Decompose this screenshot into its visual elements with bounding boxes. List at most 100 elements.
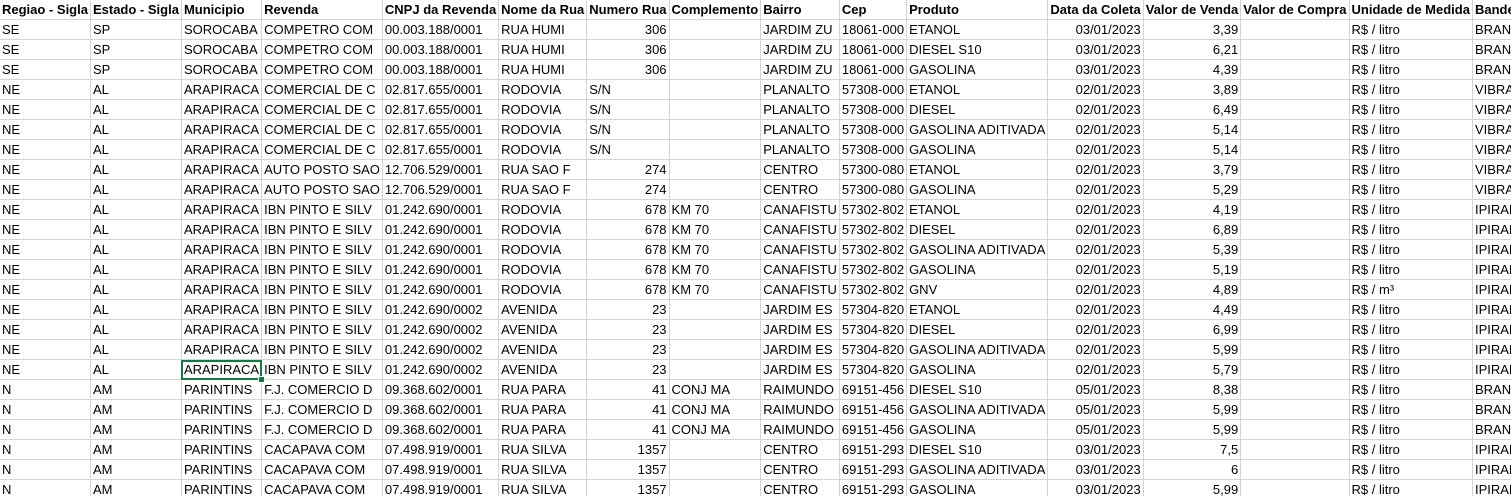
cell-bandeira[interactable]: VIBRA ENERGIA (1472, 99, 1511, 120)
cell-numero[interactable]: 1357 (586, 439, 670, 460)
cell-cep[interactable]: 57300-080 (839, 179, 908, 200)
cell-venda[interactable]: 5,29 (1143, 179, 1242, 200)
cell-revenda[interactable]: CACAPAVA COM (261, 459, 383, 480)
cell-venda[interactable]: 8,38 (1143, 379, 1242, 400)
cell-regiao[interactable]: N (0, 399, 91, 420)
cell-bairro[interactable]: JARDIM ES (760, 299, 840, 320)
cell-complemento[interactable] (669, 99, 762, 120)
cell-cep[interactable]: 57302-802 (839, 239, 908, 260)
cell-numero[interactable]: 41 (586, 419, 670, 440)
cell-municipio[interactable]: ARAPIRACA (181, 339, 263, 360)
cell-bairro[interactable]: RAIMUNDO (760, 379, 840, 400)
cell-venda[interactable]: 4,39 (1143, 59, 1242, 80)
cell-produto[interactable]: ETANOL (906, 79, 1049, 100)
cell-nome_rua[interactable]: RODOVIA (498, 259, 588, 280)
cell-regiao[interactable]: NE (0, 159, 91, 180)
cell-revenda[interactable]: IBN PINTO E SILV (261, 219, 383, 240)
cell-produto[interactable]: DIESEL (906, 219, 1049, 240)
cell-bairro[interactable]: JARDIM ZU (760, 39, 840, 60)
cell-bairro[interactable]: CANAFISTU (760, 259, 840, 280)
cell-complemento[interactable]: KM 70 (669, 259, 762, 280)
cell-nome_rua[interactable]: RUA SAO F (498, 179, 588, 200)
cell-estado[interactable]: AL (90, 359, 182, 380)
cell-estado[interactable]: AM (90, 479, 182, 496)
cell-cep[interactable]: 57304-820 (839, 359, 908, 380)
cell-cep[interactable]: 57302-802 (839, 219, 908, 240)
cell-produto[interactable]: DIESEL S10 (906, 39, 1049, 60)
cell-nome_rua[interactable]: RODOVIA (498, 279, 588, 300)
cell-municipio[interactable]: ARAPIRACA (181, 79, 263, 100)
cell-complemento[interactable] (669, 319, 762, 340)
cell-estado[interactable]: AL (90, 219, 182, 240)
cell-bandeira[interactable]: BRANCA (1472, 39, 1511, 60)
cell-municipio[interactable]: PARINTINS (181, 459, 263, 480)
cell-numero[interactable]: 274 (586, 179, 670, 200)
cell-regiao[interactable]: SE (0, 39, 91, 60)
cell-regiao[interactable]: SE (0, 19, 91, 40)
cell-revenda[interactable]: AUTO POSTO SAO (261, 179, 383, 200)
cell-municipio[interactable]: ARAPIRACA (181, 259, 263, 280)
cell-municipio[interactable]: ARAPIRACA (181, 119, 263, 140)
cell-estado[interactable]: AL (90, 339, 182, 360)
cell-venda[interactable]: 7,5 (1143, 439, 1242, 460)
cell-cep[interactable]: 18061-000 (839, 19, 908, 40)
cell-bandeira[interactable]: BRANCA (1472, 419, 1511, 440)
cell-municipio[interactable]: ARAPIRACA (181, 219, 263, 240)
cell-produto[interactable]: ETANOL (906, 159, 1049, 180)
cell-revenda[interactable]: CACAPAVA COM (261, 439, 383, 460)
cell-produto[interactable]: DIESEL S10 (906, 379, 1049, 400)
cell-compra[interactable] (1240, 399, 1350, 420)
cell-data[interactable]: 02/01/2023 (1047, 279, 1144, 300)
cell-bandeira[interactable]: VIBRA ENERGIA (1472, 139, 1511, 160)
cell-estado[interactable]: AM (90, 459, 182, 480)
cell-unidade[interactable]: R$ / litro (1349, 239, 1473, 260)
cell-cep[interactable]: 69151-293 (839, 439, 908, 460)
cell-data[interactable]: 02/01/2023 (1047, 299, 1144, 320)
cell-revenda[interactable]: IBN PINTO E SILV (261, 319, 383, 340)
cell-numero[interactable]: 678 (586, 219, 670, 240)
cell-complemento[interactable] (669, 39, 762, 60)
cell-numero[interactable]: 306 (586, 19, 670, 40)
cell-regiao[interactable]: SE (0, 59, 91, 80)
cell-bandeira[interactable]: IPIRANGA (1472, 199, 1511, 220)
cell-numero[interactable]: 678 (586, 279, 670, 300)
cell-regiao[interactable]: NE (0, 139, 91, 160)
cell-estado[interactable]: AL (90, 199, 182, 220)
cell-venda[interactable]: 5,14 (1143, 119, 1242, 140)
cell-unidade[interactable]: R$ / litro (1349, 259, 1473, 280)
cell-compra[interactable] (1240, 339, 1350, 360)
cell-produto[interactable]: ETANOL (906, 19, 1049, 40)
cell-cnpj[interactable]: 02.817.655/0001 (382, 79, 500, 100)
cell-cnpj[interactable]: 01.242.690/0001 (382, 199, 500, 220)
cell-regiao[interactable]: NE (0, 359, 91, 380)
column-header-bairro[interactable]: Bairro (760, 0, 840, 20)
cell-nome_rua[interactable]: RUA SAO F (498, 159, 588, 180)
cell-municipio[interactable]: SOROCABA (181, 59, 263, 80)
cell-bairro[interactable]: CENTRO (760, 459, 840, 480)
cell-complemento[interactable]: KM 70 (669, 199, 762, 220)
cell-municipio[interactable]: PARINTINS (181, 419, 263, 440)
cell-compra[interactable] (1240, 459, 1350, 480)
cell-unidade[interactable]: R$ / m³ (1349, 279, 1473, 300)
cell-estado[interactable]: AL (90, 159, 182, 180)
column-header-revenda[interactable]: Revenda (261, 0, 383, 20)
cell-estado[interactable]: AL (90, 279, 182, 300)
cell-nome_rua[interactable]: AVENIDA (498, 359, 588, 380)
cell-estado[interactable]: AM (90, 399, 182, 420)
cell-revenda[interactable]: IBN PINTO E SILV (261, 279, 383, 300)
fill-handle[interactable] (257, 375, 265, 383)
cell-complemento[interactable] (669, 479, 762, 496)
cell-complemento[interactable] (669, 179, 762, 200)
cell-bandeira[interactable]: VIBRA ENERGIA (1472, 179, 1511, 200)
cell-cep[interactable]: 69151-293 (839, 459, 908, 480)
cell-regiao[interactable]: NE (0, 179, 91, 200)
cell-data[interactable]: 02/01/2023 (1047, 139, 1144, 160)
cell-produto[interactable]: DIESEL (906, 99, 1049, 120)
cell-cnpj[interactable]: 12.706.529/0001 (382, 179, 500, 200)
cell-produto[interactable]: GASOLINA (906, 259, 1049, 280)
cell-produto[interactable]: GASOLINA ADITIVADA (906, 459, 1049, 480)
cell-compra[interactable] (1240, 479, 1350, 496)
cell-produto[interactable]: ETANOL (906, 299, 1049, 320)
cell-venda[interactable]: 5,99 (1143, 399, 1242, 420)
